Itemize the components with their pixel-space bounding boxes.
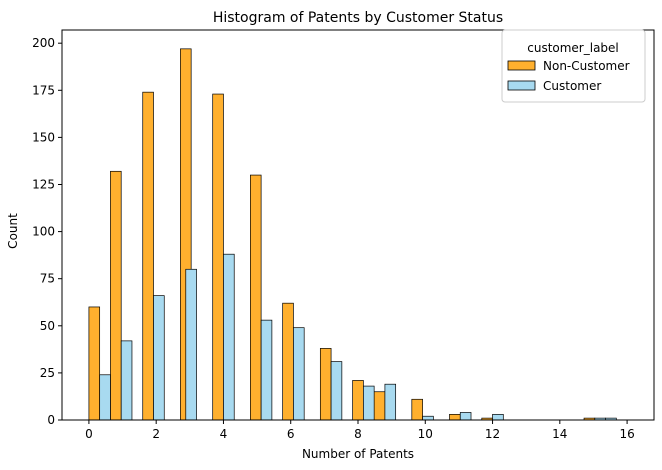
x-tick-label: 2 [152, 427, 160, 441]
bar-customer-12 [492, 413, 504, 421]
bar-customer-3 [185, 268, 197, 421]
x-tick-label: 10 [418, 427, 433, 441]
x-tick-label: 8 [354, 427, 362, 441]
bar-customer-9 [384, 383, 397, 421]
bar-customer-6 [293, 327, 305, 421]
x-tick-label: 4 [220, 427, 228, 441]
bar-non-customer-7 [319, 348, 332, 421]
bar-customer-1 [120, 340, 133, 421]
legend-swatch-customer [507, 80, 536, 91]
y-tick-label: 0 [47, 413, 55, 427]
x-axis-label: Number of Patents [302, 447, 414, 461]
bar-non-customer-4 [212, 93, 224, 421]
legend-label-non-customer: Non-Customer [543, 59, 630, 73]
x-tick-label: 6 [287, 427, 295, 441]
bar-customer-4 [223, 253, 235, 421]
y-tick-label: 125 [32, 177, 55, 191]
legend-swatch-non-customer [507, 60, 536, 71]
bar-non-customer-10 [411, 398, 423, 421]
chart-title: Histogram of Patents by Customer Status [213, 10, 503, 26]
y-tick-label: 175 [32, 83, 55, 97]
bar-non-customer-8 [352, 380, 364, 421]
x-tick-label: 14 [552, 427, 567, 441]
x-tick-label: 12 [485, 427, 500, 441]
y-tick-label: 75 [40, 272, 55, 286]
x-tick-label: 16 [619, 427, 634, 441]
bar-non-customer-5 [250, 174, 262, 421]
legend: customer_label Non-Customer Customer [501, 29, 646, 103]
bar-customer-5 [260, 319, 273, 421]
bar-non-customer-0 [88, 306, 101, 421]
bar-non-customer-9 [373, 391, 386, 421]
ticks-layer: 0 2 4 6 8 10 12 14 16 0 25 50 75 100 125 150 175 200 [32, 36, 635, 441]
bar-customer-7 [330, 361, 343, 421]
legend-label-customer: Customer [543, 79, 601, 93]
y-tick-label: 25 [40, 366, 55, 380]
bar-non-customer-6 [282, 302, 294, 421]
y-tick-label: 100 [32, 225, 55, 239]
bar-non-customer-11 [449, 413, 461, 421]
y-tick-label: 50 [40, 319, 55, 333]
y-tick-label: 200 [32, 36, 55, 50]
bars-layer [88, 48, 617, 421]
x-tick-label: 0 [85, 427, 93, 441]
bar-customer-11 [459, 412, 472, 421]
bar-customer-8 [363, 385, 375, 421]
bar-customer-10 [422, 415, 434, 421]
bar-customer-0 [99, 374, 111, 421]
bar-non-customer-1 [110, 170, 122, 421]
bar-customer-2 [153, 295, 165, 421]
bar-non-customer-2 [142, 91, 154, 421]
y-tick-label: 150 [32, 130, 55, 144]
y-axis-label: Count [6, 213, 20, 249]
legend-frame [501, 29, 646, 103]
legend-title: customer_label [527, 41, 619, 55]
